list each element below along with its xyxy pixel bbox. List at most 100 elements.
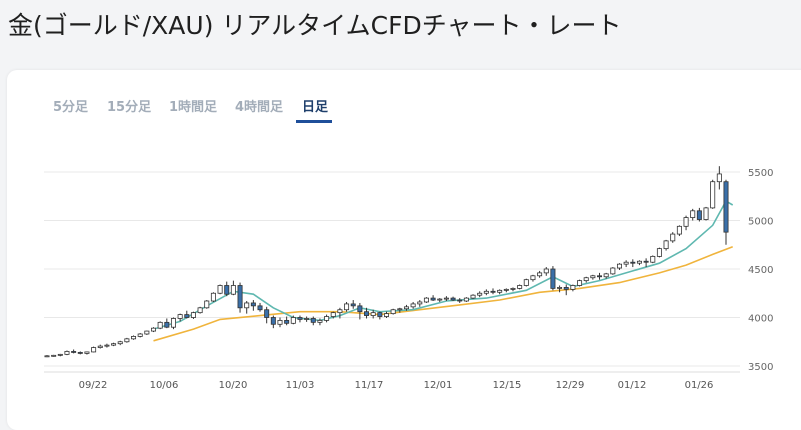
candle-body — [570, 285, 576, 290]
x-tick-label: 12/15 — [493, 380, 522, 391]
candle-body — [164, 321, 170, 328]
candle-body — [643, 260, 649, 263]
candle-body — [716, 173, 722, 183]
candle-body — [383, 313, 389, 317]
active-tab-indicator — [296, 120, 332, 123]
candle-body — [297, 317, 303, 320]
candle-body — [64, 351, 70, 355]
candle-body — [610, 267, 616, 275]
candle-body — [290, 317, 296, 324]
tab-5min[interactable]: 5分足 — [53, 100, 89, 115]
tab-15min[interactable]: 15分足 — [107, 100, 152, 115]
candle-body — [250, 302, 256, 307]
x-tick-label: 01/12 — [618, 380, 647, 391]
chart-card — [7, 70, 801, 430]
candle-body — [503, 288, 509, 291]
candle-body — [430, 297, 436, 301]
candle-body — [450, 297, 456, 301]
candle-body — [244, 302, 250, 309]
moving-average-long — [153, 245, 733, 342]
candle-body — [184, 314, 190, 318]
candle-body — [51, 354, 57, 357]
candle-body — [490, 290, 496, 293]
candle-body — [304, 318, 310, 320]
candle-body — [190, 312, 196, 318]
candle-body — [104, 344, 110, 347]
candle-body — [277, 320, 283, 325]
candle-body — [57, 353, 63, 356]
y-tick-label: 4000 — [748, 314, 773, 325]
candle-body — [517, 285, 523, 289]
candle-body — [703, 207, 709, 220]
candle-body — [224, 285, 230, 295]
candle-body — [230, 285, 236, 295]
candle-body — [264, 309, 270, 318]
candle-body — [117, 341, 123, 345]
candle-body — [443, 297, 449, 300]
x-tick-label: 09/22 — [79, 380, 108, 391]
candle-body — [204, 300, 210, 309]
candle-body — [577, 280, 583, 286]
candle-body — [217, 285, 223, 294]
candle-body — [170, 318, 176, 328]
candle-body — [324, 316, 330, 321]
candle-body — [497, 289, 503, 293]
x-tick-label: 11/03 — [286, 380, 315, 391]
candle-body — [663, 240, 669, 250]
candle-body — [650, 255, 656, 263]
candle-body — [197, 307, 203, 314]
candle-body — [477, 292, 483, 296]
candle-body — [550, 268, 556, 289]
candle-body — [723, 181, 729, 233]
candle-body — [84, 351, 90, 354]
candle-body — [563, 287, 569, 290]
x-tick-label: 10/20 — [219, 380, 248, 391]
y-tick-label: 5500 — [748, 168, 773, 179]
candle-body — [370, 312, 376, 316]
candle-body — [583, 277, 589, 282]
candle-body — [124, 338, 130, 343]
candle-body — [151, 327, 157, 332]
candle-body — [483, 290, 489, 294]
candle-body — [437, 298, 443, 301]
candle-body — [530, 275, 536, 281]
candle-body — [364, 311, 370, 316]
candle-body — [257, 305, 263, 311]
candle-body — [603, 273, 609, 278]
tab-4hour[interactable]: 4時間足 — [235, 100, 284, 115]
candle-body — [137, 333, 143, 337]
candle-body — [44, 355, 50, 358]
candle-body — [111, 343, 117, 346]
candle-body — [710, 181, 716, 209]
candle-body — [350, 303, 356, 307]
candle-body — [690, 210, 696, 218]
tab-1hour[interactable]: 1時間足 — [169, 100, 218, 115]
candle-body — [543, 268, 549, 274]
candle-body — [330, 312, 336, 317]
candle-body — [210, 292, 216, 302]
x-tick-label: 12/29 — [556, 380, 585, 391]
candlestick-chart[interactable]: 3500 4000 4500 5000 5500 09/22 10/06 10/20 11/03… — [0, 0, 801, 410]
x-tick-label: 10/06 — [150, 380, 179, 391]
candle-body — [410, 303, 416, 308]
candle-body — [390, 309, 396, 315]
candle-body — [131, 336, 137, 340]
candle-body — [470, 294, 476, 299]
candle-body — [696, 210, 702, 220]
x-tick-label: 12/01 — [424, 380, 453, 391]
candle-body — [423, 297, 429, 303]
moving-average-short — [153, 199, 734, 330]
x-tick-label: 01/26 — [685, 380, 714, 391]
candle-body — [157, 321, 163, 329]
candle-body — [270, 317, 276, 325]
candle-body — [337, 309, 343, 314]
candle-body — [97, 345, 103, 348]
tab-daily[interactable]: 日足 — [302, 100, 329, 115]
candle-body — [676, 225, 682, 235]
candle-body — [417, 301, 423, 305]
candle-body — [357, 305, 363, 313]
candle-body — [284, 320, 290, 324]
y-tick-label: 5000 — [748, 217, 773, 228]
candle-body — [237, 285, 243, 309]
candle-body — [597, 275, 603, 278]
